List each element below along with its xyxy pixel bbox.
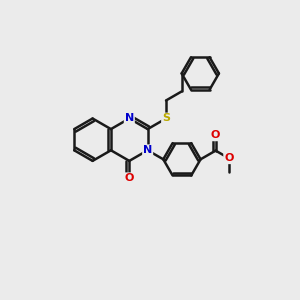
Text: N: N <box>143 145 152 155</box>
Text: N: N <box>125 113 134 124</box>
Text: S: S <box>162 113 170 124</box>
Text: O: O <box>211 130 220 140</box>
Text: O: O <box>224 153 233 163</box>
Text: O: O <box>124 173 134 183</box>
